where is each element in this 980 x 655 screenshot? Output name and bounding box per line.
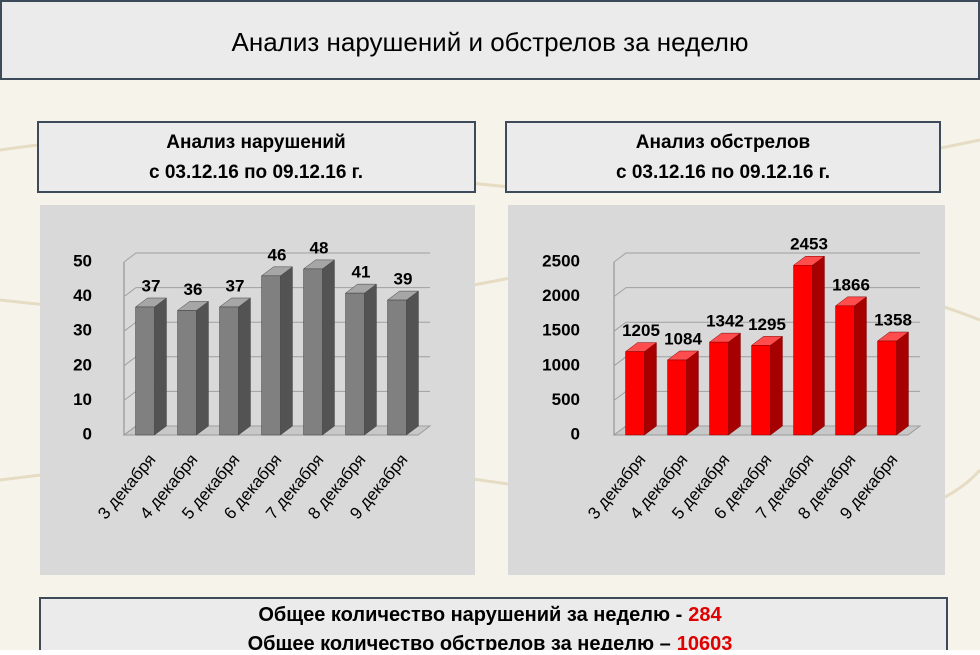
bar-front bbox=[345, 292, 365, 436]
bar-front bbox=[625, 351, 645, 436]
value-label: 1295 bbox=[748, 315, 786, 334]
value-label: 37 bbox=[226, 276, 245, 295]
bar-side bbox=[154, 297, 167, 436]
bar bbox=[134, 297, 168, 436]
bar-side bbox=[238, 297, 251, 436]
chart-title: Анализ нарушений bbox=[166, 132, 345, 153]
value-label: 1205 bbox=[622, 321, 660, 340]
bar bbox=[750, 335, 784, 436]
y-tick-label: 0 bbox=[83, 424, 92, 443]
chart-title-box bbox=[37, 121, 476, 193]
y-tick-label: 500 bbox=[552, 390, 580, 409]
chart-title-box bbox=[505, 121, 941, 193]
bar-front bbox=[835, 305, 855, 436]
bar bbox=[792, 255, 826, 436]
bar bbox=[302, 259, 336, 436]
value-label: 1866 bbox=[832, 275, 870, 294]
bar-side bbox=[280, 266, 293, 436]
header-box bbox=[0, 0, 980, 80]
summary-value: 284 bbox=[688, 604, 722, 626]
value-label: 41 bbox=[352, 263, 371, 282]
bar-front bbox=[261, 275, 281, 436]
bar-front bbox=[135, 306, 155, 436]
bar bbox=[344, 283, 378, 436]
chart-title: Анализ обстрелов bbox=[636, 132, 810, 153]
summary-value: 10603 bbox=[677, 633, 733, 650]
bar bbox=[624, 342, 658, 436]
bar-front bbox=[709, 341, 729, 436]
y-tick-label: 50 bbox=[73, 251, 92, 270]
bar-front bbox=[793, 265, 813, 436]
bar bbox=[876, 331, 910, 436]
bar-side bbox=[896, 331, 909, 436]
y-tick-label: 30 bbox=[73, 321, 92, 340]
value-label: 1342 bbox=[706, 312, 744, 331]
value-label: 48 bbox=[310, 238, 329, 257]
bar-side bbox=[686, 350, 699, 436]
bar bbox=[834, 296, 868, 436]
bar bbox=[176, 300, 210, 436]
value-label: 37 bbox=[142, 276, 161, 295]
chart-subtitle: с 03.12.16 по 09.12.16 г. bbox=[149, 162, 363, 183]
summary-box bbox=[39, 597, 948, 655]
summary-text: Общее количество обстрелов за неделю – bbox=[248, 633, 671, 650]
bar-side bbox=[322, 259, 335, 436]
bar-front bbox=[177, 310, 197, 436]
bar-side bbox=[364, 283, 377, 436]
y-tick-label: 10 bbox=[73, 390, 92, 409]
bar-front bbox=[387, 299, 407, 436]
bar bbox=[386, 290, 420, 436]
y-tick-label: 1500 bbox=[542, 321, 580, 340]
bar-front bbox=[303, 268, 323, 436]
bar-side bbox=[770, 335, 783, 436]
bar-side bbox=[728, 332, 741, 436]
y-tick-label: 20 bbox=[73, 355, 92, 374]
bar-side bbox=[644, 342, 657, 436]
grid-line bbox=[123, 252, 430, 263]
bar bbox=[666, 350, 700, 436]
bar-side bbox=[196, 300, 209, 436]
bar-side bbox=[854, 296, 867, 436]
chart-subtitle: с 03.12.16 по 09.12.16 г. bbox=[616, 162, 830, 183]
summary-line: Общее количество нарушений за неделю - 28… bbox=[258, 604, 722, 626]
bar bbox=[218, 297, 252, 436]
value-label: 39 bbox=[394, 270, 413, 289]
summary-text: Общее количество нарушений за неделю - bbox=[258, 604, 682, 626]
y-tick-label: 40 bbox=[73, 286, 92, 305]
y-tick-label: 1000 bbox=[542, 355, 580, 374]
bar bbox=[260, 266, 294, 436]
value-label: 1084 bbox=[664, 329, 702, 348]
y-tick-label: 2000 bbox=[542, 286, 580, 305]
bar-side bbox=[406, 290, 419, 436]
value-label: 46 bbox=[268, 245, 287, 264]
value-label: 2453 bbox=[790, 235, 828, 254]
bar-front bbox=[751, 345, 771, 436]
bar-front bbox=[667, 359, 687, 436]
value-label: 36 bbox=[184, 280, 203, 299]
y-tick-label: 0 bbox=[571, 424, 580, 443]
bar-front bbox=[877, 340, 897, 436]
bar-side bbox=[812, 255, 825, 436]
bar-front bbox=[219, 306, 239, 436]
grid-line bbox=[613, 252, 920, 263]
value-label: 1358 bbox=[874, 311, 912, 330]
y-tick-label: 2500 bbox=[542, 251, 580, 270]
page-title: Анализ нарушений и обстрелов за неделю bbox=[232, 27, 749, 57]
summary-line: Общее количество обстрелов за неделю – 10… bbox=[248, 633, 733, 650]
bar bbox=[708, 332, 742, 436]
